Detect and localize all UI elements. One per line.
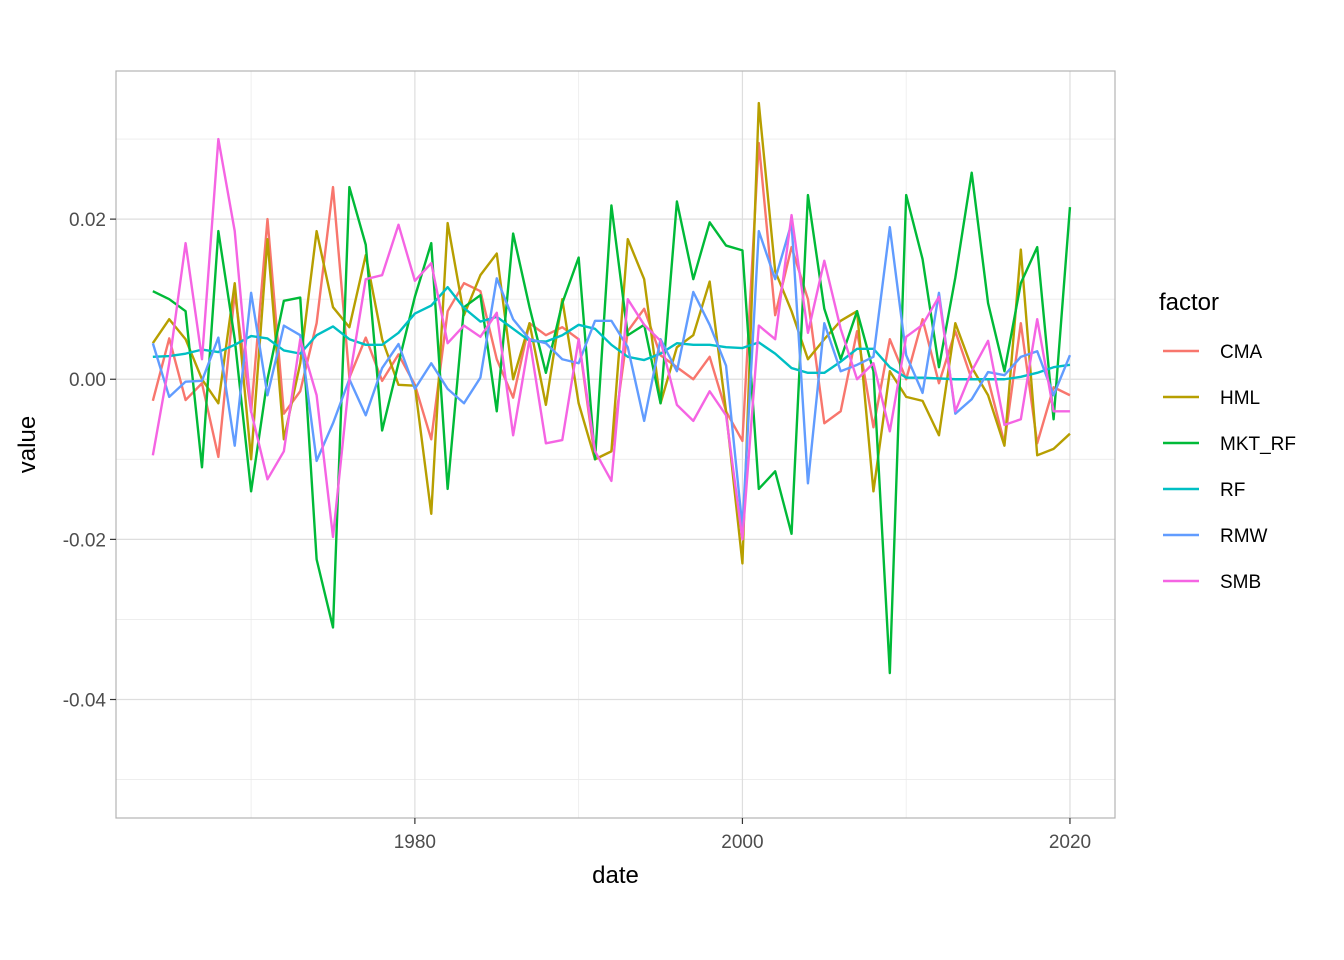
legend-label-rmw: RMW xyxy=(1220,526,1268,547)
y-tick-label: -0.04 xyxy=(63,691,107,712)
legend-label-mkt-rf: MKT_RF xyxy=(1220,434,1296,455)
grid-major xyxy=(116,71,1115,818)
series-line-rmw xyxy=(151,221,1072,529)
legend-label-hml: HML xyxy=(1220,388,1260,409)
x-tick-label: 2000 xyxy=(721,832,763,853)
x-tick-label: 1980 xyxy=(394,832,436,853)
x-axis-title: date xyxy=(592,862,639,889)
y-tick-label: -0.02 xyxy=(63,530,106,551)
y-tick-label: 0.00 xyxy=(69,370,106,391)
legend-label-rf: RF xyxy=(1220,480,1245,501)
x-axis: 1980 2000 2020 xyxy=(394,818,1091,853)
legend: factor CMA HML MKT_RF RF RMW SMB xyxy=(1159,289,1296,593)
plot-border xyxy=(115,70,1116,819)
x-tick-label: 2020 xyxy=(1049,832,1091,853)
legend-label-smb: SMB xyxy=(1220,572,1261,593)
y-tick-label: 0.02 xyxy=(69,210,106,231)
series-line-hml xyxy=(151,101,1071,565)
y-axis: -0.04 -0.02 0.00 0.02 xyxy=(63,210,116,712)
series-line-smb xyxy=(151,137,1070,541)
legend-label-cma: CMA xyxy=(1220,342,1263,363)
legend-title: factor xyxy=(1159,289,1219,316)
series-lines xyxy=(151,101,1072,675)
y-axis-title: value xyxy=(14,416,41,473)
